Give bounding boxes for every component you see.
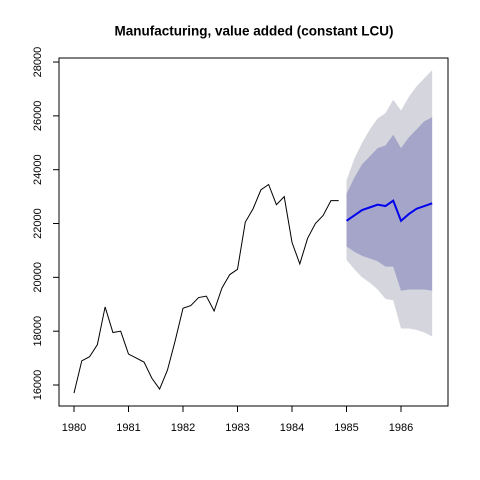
y-tick-label: 18000 [32,316,44,347]
y-tick-label: 26000 [32,101,44,132]
y-tick-label: 20000 [32,262,44,293]
forecast-line [345,199,433,223]
y-tick-label: 22000 [32,208,44,239]
x-tick-label: 1980 [62,422,86,434]
y-tick-label: 16000 [32,370,44,401]
series-line [73,183,339,394]
x-tick-label: 1981 [116,422,140,434]
x-tick-label: 1985 [334,422,358,434]
y-tick-label: 24000 [32,154,44,185]
plot-frame [58,57,449,407]
x-tick-label: 1982 [171,422,195,434]
y-tick-label: 28000 [32,47,44,78]
chart-title: Manufacturing, value added (constant LCU… [114,24,393,39]
x-tick-label: 1984 [280,422,304,434]
x-tick-label: 1983 [225,422,249,434]
x-tick-label: 1986 [389,422,413,434]
